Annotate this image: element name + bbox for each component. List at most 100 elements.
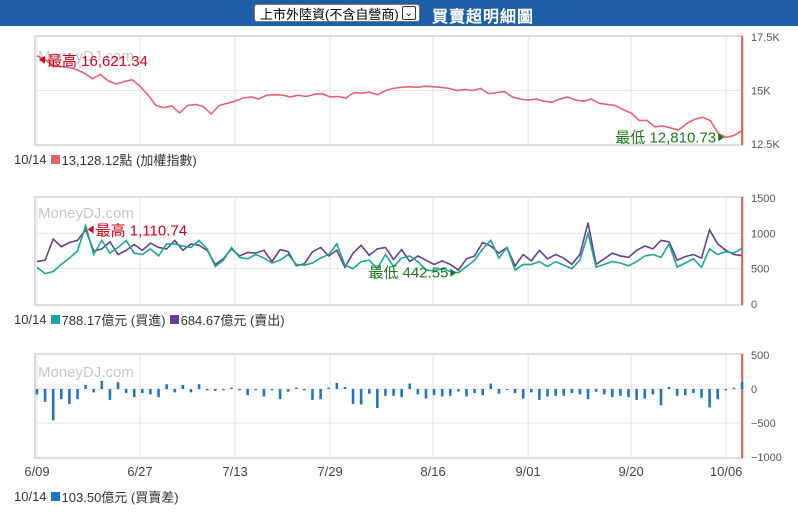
net-bar	[286, 389, 290, 392]
x-tick-label: 7/13	[222, 464, 247, 479]
net-bar	[392, 389, 395, 396]
volume-high-arrow	[87, 225, 94, 234]
index-legend-swatch	[50, 155, 60, 164]
net-bar	[76, 389, 79, 400]
net-bar	[538, 389, 541, 400]
volume-legend: 10/14 788.17億元 (買進) 684.67億元 (賣出)	[14, 310, 285, 329]
net-bar	[246, 389, 249, 396]
net-bar	[35, 389, 39, 395]
index-y-tick-label: 17.5K	[751, 32, 780, 44]
net-legend-swatch	[50, 492, 60, 501]
net-bar	[716, 389, 719, 400]
x-tick-label: 6/27	[127, 464, 152, 479]
net-bar	[68, 389, 71, 404]
net-bar	[667, 386, 671, 389]
net-bar	[683, 389, 687, 396]
net-bar	[311, 389, 314, 400]
net-bar	[116, 382, 120, 389]
x-tick-label: 9/01	[515, 464, 540, 479]
volume-chart-frame	[34, 196, 744, 306]
net-bar	[416, 389, 420, 395]
net-bar	[205, 389, 209, 391]
sell-legend-text: 684.67億元 (賣出)	[180, 313, 285, 328]
net-bar	[619, 389, 622, 396]
index-high-label: 最高 16,621.34	[47, 53, 148, 70]
net-bar	[481, 389, 484, 396]
net-bar	[675, 389, 679, 396]
sell-series-line	[36, 222, 743, 272]
net-bar	[359, 389, 363, 405]
net-bar	[521, 389, 525, 399]
net-legend: 10/14 103.50億元 (買賣差)	[14, 487, 179, 506]
index-y-tick-label: 15K	[751, 86, 771, 98]
net-bar	[611, 389, 614, 398]
net-bar	[408, 383, 412, 389]
net-legend-date: 10/14	[14, 489, 47, 504]
volume-y-tick-label: 1500	[751, 193, 775, 205]
net-bar	[335, 382, 339, 389]
index-legend-text: 13,128.12點 (加權指數)	[61, 153, 197, 168]
net-bar	[84, 384, 87, 389]
index-legend-date: 10/14	[14, 152, 47, 167]
net-bar	[254, 389, 258, 391]
net-y-tick-label: −500	[751, 418, 776, 430]
net-y-tick-label: 500	[751, 350, 769, 362]
x-tick-label: 10/06	[710, 464, 743, 479]
net-bar	[189, 389, 193, 393]
net-bar	[100, 380, 104, 389]
net-bar	[692, 389, 695, 394]
net-bar	[92, 389, 96, 393]
investor-type-select[interactable]: 上市外陸資(不含自營商) ⌄	[254, 4, 420, 22]
index-chart-watermark: MoneyDJ.com	[38, 48, 134, 65]
net-bar	[424, 389, 428, 399]
net-bar	[505, 389, 509, 390]
page-title: 買賣超明細圖	[432, 9, 535, 26]
net-y-tick-label: −1000	[751, 452, 782, 464]
net-bar	[319, 389, 322, 400]
net-bar	[384, 389, 387, 396]
index-legend: 10/14 13,128.12點 (加權指數)	[14, 150, 197, 169]
net-bar	[132, 389, 136, 398]
net-bar	[222, 389, 225, 391]
net-bar	[181, 384, 185, 389]
volume-y-tick-label: 500	[751, 264, 769, 276]
x-tick-label: 9/20	[618, 464, 643, 479]
investor-type-value: 上市外陸資(不含自營商)	[260, 6, 399, 22]
x-tick-label: 6/09	[24, 464, 49, 479]
net-bar	[303, 389, 306, 391]
net-bar	[141, 389, 144, 394]
buy-series-line	[36, 222, 743, 275]
net-bar	[197, 384, 201, 389]
net-bar	[367, 389, 371, 394]
net-chart-watermark: MoneyDJ.com	[38, 364, 134, 381]
net-bar	[262, 389, 266, 397]
net-bar	[578, 389, 582, 395]
net-bar	[295, 387, 298, 389]
net-bar	[327, 387, 331, 389]
x-tick-label: 8/16	[420, 464, 445, 479]
net-bar	[124, 389, 128, 394]
chevron-down-icon: ⌄	[401, 6, 416, 20]
volume-low-arrow	[450, 268, 457, 277]
net-bar	[732, 387, 736, 389]
net-bar	[157, 389, 160, 398]
net-bar	[724, 389, 728, 391]
index-series-line	[36, 55, 743, 139]
index-low-label: 最低 12,810.73	[615, 129, 716, 146]
net-bar	[659, 389, 663, 406]
header-bar: 上市外陸資(不含自營商) ⌄ 買賣超明細圖	[0, 0, 798, 26]
net-bar	[586, 389, 590, 400]
net-bar	[473, 389, 476, 394]
net-bar	[149, 389, 152, 395]
net-y-tick-label: 0	[751, 384, 757, 396]
net-bar	[230, 387, 233, 389]
net-bar	[562, 389, 566, 396]
net-bar	[635, 389, 638, 400]
net-bar	[60, 389, 63, 400]
net-bar	[497, 389, 501, 394]
buy-legend-swatch	[50, 315, 60, 324]
buy-legend-text: 788.17億元 (買進)	[61, 313, 166, 328]
net-bar	[627, 389, 630, 398]
volume-low-label: 最低 442.55	[368, 265, 448, 282]
